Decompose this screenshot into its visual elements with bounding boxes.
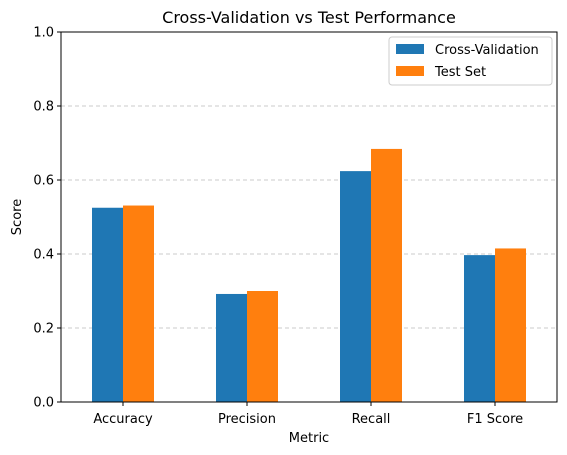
x-tick-label: Accuracy [93, 412, 153, 427]
bar-cross-validation-precision [216, 293, 247, 402]
bar-test-set-recall [371, 148, 402, 402]
y-tick-label: 0.2 [33, 322, 54, 337]
x-tick-label: F1 Score [467, 412, 523, 427]
x-tick-label: Recall [352, 412, 391, 427]
y-tick-label: 1.0 [33, 26, 54, 41]
legend-swatch-test-set [396, 66, 424, 76]
x-axis-label: Metric [289, 431, 329, 446]
chart-title: Cross-Validation vs Test Performance [162, 8, 456, 27]
y-tick-label: 0.4 [33, 248, 54, 263]
bar-test-set-precision [247, 291, 278, 402]
legend-label-test-set: Test Set [434, 65, 486, 80]
bar-cross-validation-recall [340, 171, 371, 402]
y-axis: 0.0 0.2 0.4 0.6 0.8 1.0 [33, 26, 61, 411]
bar-test-set-f1-score [495, 248, 526, 402]
legend-label-cross-validation: Cross-Validation [435, 43, 539, 58]
legend-swatch-cross-validation [396, 44, 424, 54]
x-tick-label: Precision [218, 412, 276, 427]
y-tick-label: 0.8 [33, 100, 54, 115]
bar-test-set-accuracy [123, 205, 154, 402]
bar-cross-validation-accuracy [92, 207, 123, 402]
y-axis-label: Score [10, 199, 25, 235]
legend: Cross-Validation Test Set [388, 36, 553, 86]
y-tick-label: 0.0 [33, 396, 54, 411]
x-axis: Accuracy Precision Recall F1 Score [93, 402, 523, 427]
bars [92, 148, 526, 402]
bar-cross-validation-f1-score [464, 255, 495, 402]
legend-box [388, 36, 553, 86]
y-tick-label: 0.6 [33, 174, 54, 189]
plot-frame [60, 31, 558, 403]
